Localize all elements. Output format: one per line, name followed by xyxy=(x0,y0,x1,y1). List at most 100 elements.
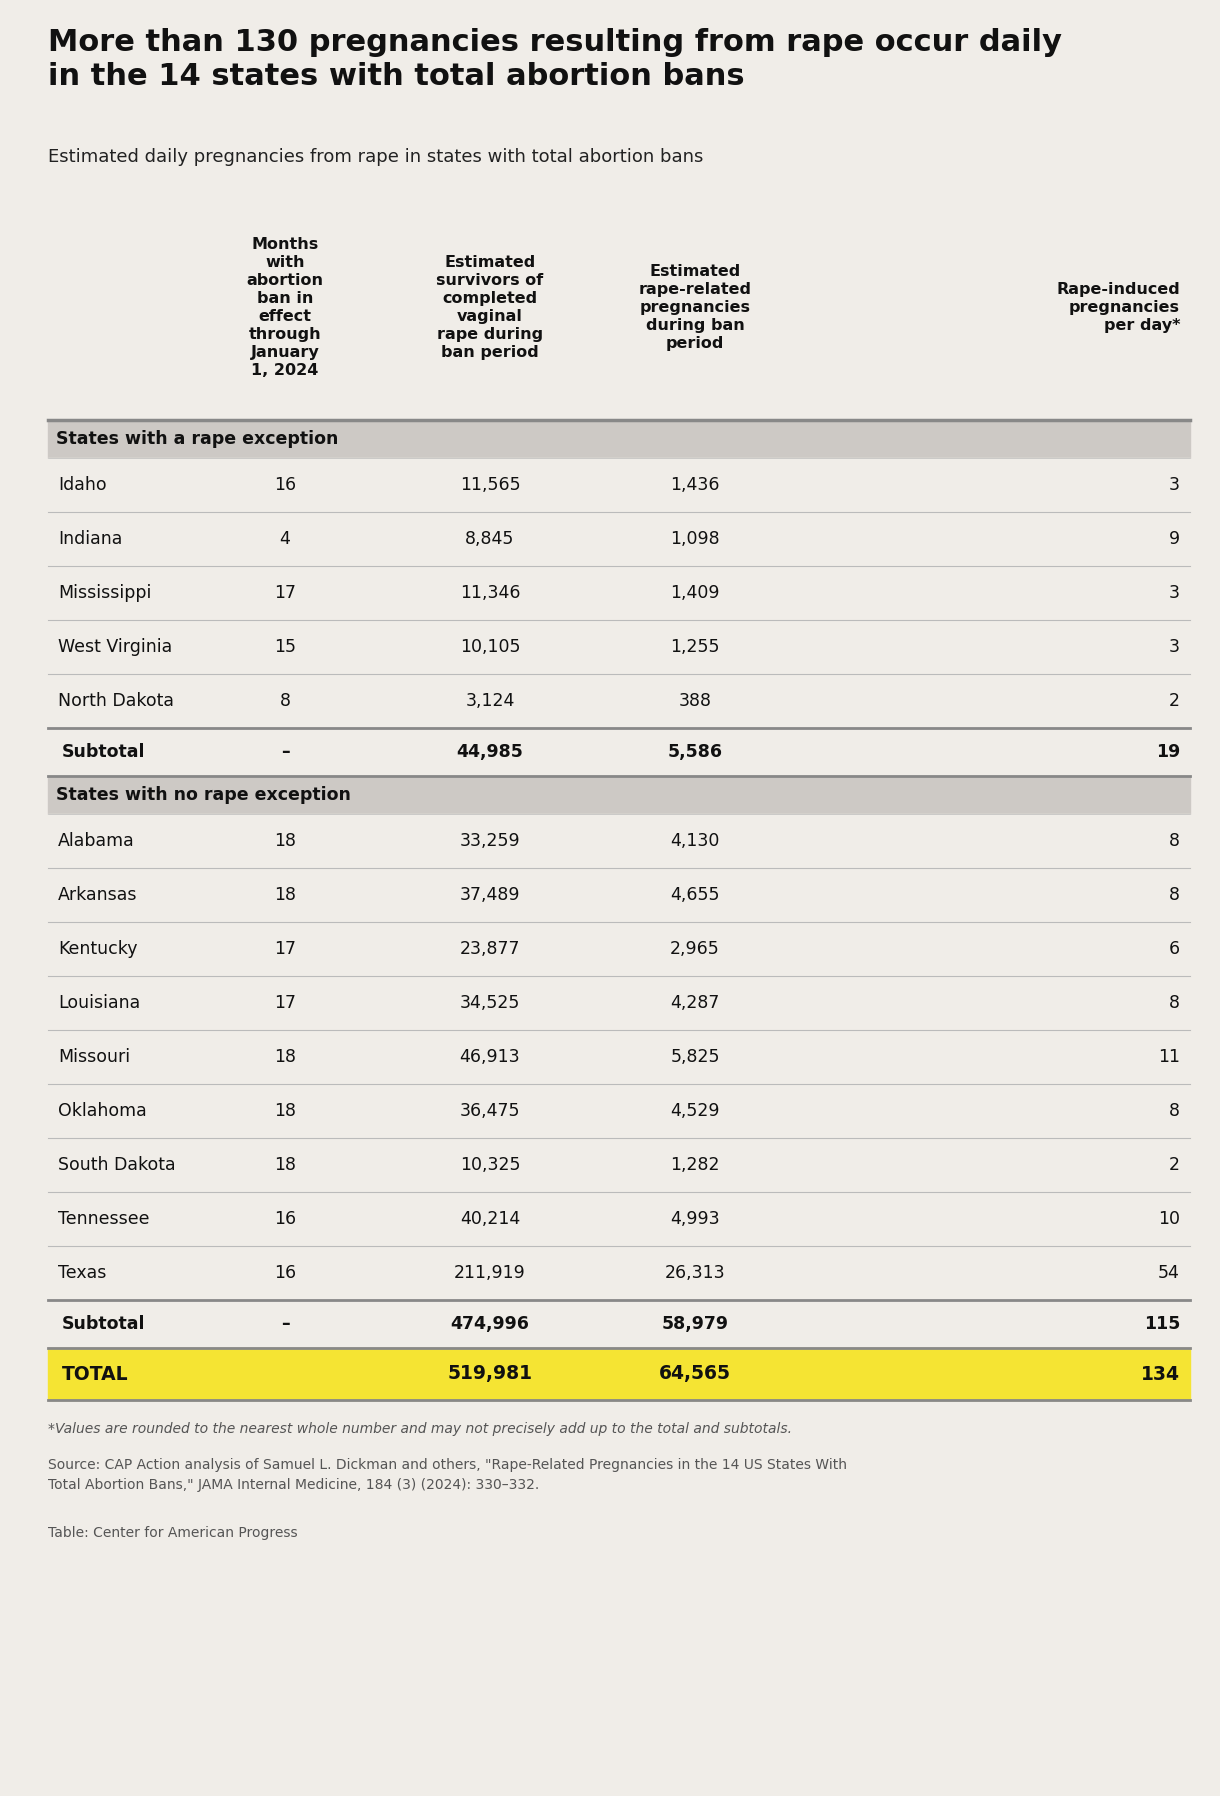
Text: Estimated
rape-related
pregnancies
during ban
period: Estimated rape-related pregnancies durin… xyxy=(638,264,752,350)
Text: 2: 2 xyxy=(1169,1157,1180,1175)
Text: Subtotal: Subtotal xyxy=(62,1315,145,1333)
Text: States with no rape exception: States with no rape exception xyxy=(56,787,351,805)
Bar xyxy=(48,458,1189,512)
Text: 15: 15 xyxy=(274,638,296,656)
Text: 8: 8 xyxy=(279,691,290,709)
Text: More than 130 pregnancies resulting from rape occur daily
in the 14 states with : More than 130 pregnancies resulting from… xyxy=(48,29,1061,90)
Bar xyxy=(48,620,1189,674)
Text: 1,282: 1,282 xyxy=(670,1157,720,1175)
Text: 23,877: 23,877 xyxy=(460,939,520,957)
Text: Kentucky: Kentucky xyxy=(59,939,138,957)
Text: 10,105: 10,105 xyxy=(460,638,520,656)
Text: Oklahoma: Oklahoma xyxy=(59,1103,146,1121)
Text: Alabama: Alabama xyxy=(59,832,134,850)
Text: 115: 115 xyxy=(1143,1315,1180,1333)
Text: 519,981: 519,981 xyxy=(448,1365,532,1383)
Text: 44,985: 44,985 xyxy=(456,744,523,762)
Text: 11: 11 xyxy=(1158,1049,1180,1067)
Bar xyxy=(48,1139,1189,1193)
Text: 4,130: 4,130 xyxy=(670,832,720,850)
Text: 3: 3 xyxy=(1169,584,1180,602)
Text: Months
with
abortion
ban in
effect
through
January
1, 2024: Months with abortion ban in effect throu… xyxy=(246,237,323,377)
Bar xyxy=(48,867,1189,921)
Text: 11,565: 11,565 xyxy=(460,476,520,494)
Text: 33,259: 33,259 xyxy=(460,832,520,850)
Text: 18: 18 xyxy=(274,1157,296,1175)
Bar xyxy=(43,190,1196,1791)
Text: *Values are rounded to the nearest whole number and may not precisely add up to : *Values are rounded to the nearest whole… xyxy=(48,1422,792,1437)
Text: 10: 10 xyxy=(1158,1211,1180,1228)
Text: 134: 134 xyxy=(1141,1365,1180,1383)
Bar xyxy=(48,1029,1189,1085)
Text: 1,255: 1,255 xyxy=(670,638,720,656)
Bar xyxy=(48,776,1189,814)
Text: 10,325: 10,325 xyxy=(460,1157,520,1175)
Bar xyxy=(48,921,1189,975)
Bar xyxy=(48,1300,1189,1349)
Text: 2,965: 2,965 xyxy=(670,939,720,957)
Text: 19: 19 xyxy=(1155,744,1180,762)
Bar xyxy=(48,1246,1189,1300)
Text: 8: 8 xyxy=(1169,885,1180,903)
Text: Estimated daily pregnancies from rape in states with total abortion bans: Estimated daily pregnancies from rape in… xyxy=(48,147,704,165)
Bar xyxy=(48,975,1189,1029)
Text: 3,124: 3,124 xyxy=(465,691,515,709)
Text: Rape-induced
pregnancies
per day*: Rape-induced pregnancies per day* xyxy=(1057,282,1180,332)
Text: 17: 17 xyxy=(274,939,296,957)
Text: 18: 18 xyxy=(274,832,296,850)
Text: Louisiana: Louisiana xyxy=(59,993,140,1011)
Text: Subtotal: Subtotal xyxy=(62,744,145,762)
Text: 388: 388 xyxy=(678,691,711,709)
Text: –: – xyxy=(281,1315,289,1333)
Text: Mississippi: Mississippi xyxy=(59,584,151,602)
Text: 4: 4 xyxy=(279,530,290,548)
Bar xyxy=(48,814,1189,867)
Text: 5,586: 5,586 xyxy=(667,744,722,762)
Text: –: – xyxy=(281,744,289,762)
Text: 211,919: 211,919 xyxy=(454,1264,526,1282)
Text: 34,525: 34,525 xyxy=(460,993,520,1011)
Bar xyxy=(48,1193,1189,1246)
Text: Indiana: Indiana xyxy=(59,530,122,548)
Bar xyxy=(48,1085,1189,1139)
Bar xyxy=(48,1349,1189,1401)
Text: Table: Center for American Progress: Table: Center for American Progress xyxy=(48,1527,298,1539)
Text: Arkansas: Arkansas xyxy=(59,885,138,903)
Text: 1,409: 1,409 xyxy=(670,584,720,602)
Text: Idaho: Idaho xyxy=(59,476,106,494)
Text: 18: 18 xyxy=(274,1049,296,1067)
Text: 1,436: 1,436 xyxy=(670,476,720,494)
Text: 4,529: 4,529 xyxy=(670,1103,720,1121)
Text: Texas: Texas xyxy=(59,1264,106,1282)
Text: 58,979: 58,979 xyxy=(661,1315,728,1333)
Text: West Virginia: West Virginia xyxy=(59,638,172,656)
Bar xyxy=(48,512,1189,566)
Text: 26,313: 26,313 xyxy=(665,1264,726,1282)
Text: 3: 3 xyxy=(1169,638,1180,656)
Bar xyxy=(48,727,1189,776)
Text: North Dakota: North Dakota xyxy=(59,691,174,709)
Text: 8: 8 xyxy=(1169,832,1180,850)
Text: Source: CAP Action analysis of Samuel L. Dickman and others, "Rape-Related Pregn: Source: CAP Action analysis of Samuel L.… xyxy=(48,1458,847,1491)
Text: 9: 9 xyxy=(1169,530,1180,548)
Text: 8: 8 xyxy=(1169,1103,1180,1121)
Text: 8: 8 xyxy=(1169,993,1180,1011)
Text: 37,489: 37,489 xyxy=(460,885,520,903)
Bar xyxy=(48,674,1189,727)
Text: 16: 16 xyxy=(274,476,296,494)
Text: 18: 18 xyxy=(274,1103,296,1121)
Text: 40,214: 40,214 xyxy=(460,1211,520,1228)
Text: 18: 18 xyxy=(274,885,296,903)
Text: 4,655: 4,655 xyxy=(670,885,720,903)
Text: States with a rape exception: States with a rape exception xyxy=(56,429,338,447)
Text: 16: 16 xyxy=(274,1264,296,1282)
Text: 8,845: 8,845 xyxy=(465,530,515,548)
Text: 2: 2 xyxy=(1169,691,1180,709)
Text: 11,346: 11,346 xyxy=(460,584,520,602)
Text: Tennessee: Tennessee xyxy=(59,1211,150,1228)
Text: 5,825: 5,825 xyxy=(670,1049,720,1067)
Text: TOTAL: TOTAL xyxy=(62,1365,128,1383)
Text: 36,475: 36,475 xyxy=(460,1103,520,1121)
Text: 46,913: 46,913 xyxy=(460,1049,520,1067)
Text: 54: 54 xyxy=(1158,1264,1180,1282)
